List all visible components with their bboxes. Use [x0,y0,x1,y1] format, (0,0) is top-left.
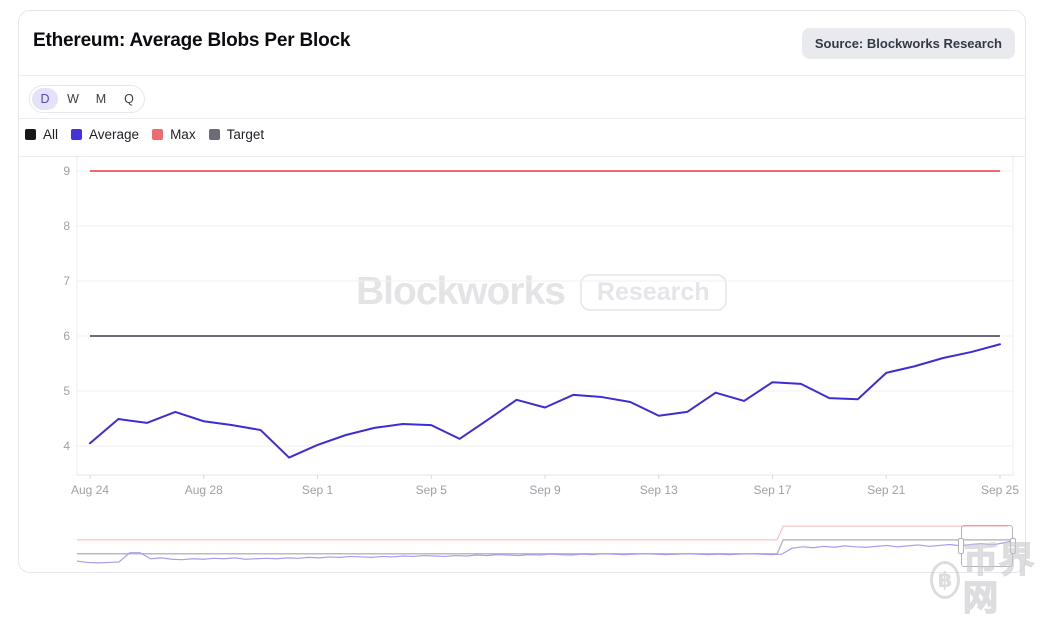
legend-swatch-all [25,129,36,140]
blockworks-watermark: Blockworks Research [356,270,727,314]
corner-watermark-text: 币界网 [962,541,1036,618]
legend-label-all: All [43,127,59,142]
watermark-brand-text: Blockworks [356,270,566,313]
legend-item-target[interactable]: Target [208,127,265,142]
legend-swatch-target [208,129,220,140]
timeframe-button-d[interactable]: D [32,88,58,110]
controls-divider [19,118,1025,119]
source-badge: Source: Blockworks Research [801,28,1015,59]
legend-divider [19,156,1025,157]
timeframe-button-w[interactable]: W [60,88,86,110]
timeframe-button-q[interactable]: Q [116,88,142,110]
chart-card: Ethereum: Average Blobs Per Block Source… [18,10,1026,573]
coin-logo-icon: ฿ [930,561,960,599]
legend-item-max[interactable]: Max [152,127,196,142]
page-title: Ethereum: Average Blobs Per Block [33,30,351,51]
legend-swatch-max [152,129,164,140]
timeframe-button-m[interactable]: M [88,88,114,110]
main-plot-area[interactable] [77,155,1013,475]
legend-swatch-average [71,129,83,140]
timeframe-button-group: D W M Q [29,85,145,113]
legend-label-max: Max [170,127,196,142]
legend-item-all[interactable]: All [25,127,58,142]
chart-legend: All Average Max Target [25,127,264,142]
header-divider [19,75,1025,76]
legend-item-average[interactable]: Average [71,127,139,142]
watermark-research-badge: Research [579,273,727,311]
legend-label-target: Target [226,127,265,142]
legend-label-average: Average [89,127,140,142]
corner-watermark: ฿ 币界网 [930,541,1044,618]
